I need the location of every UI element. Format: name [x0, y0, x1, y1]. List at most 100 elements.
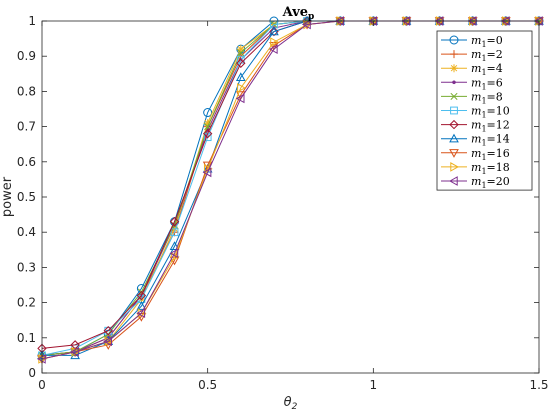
legend-swatch-marker	[450, 50, 458, 59]
legend-item-m1=12: m1=12	[441, 119, 510, 134]
x-axis-label: θ2	[284, 395, 298, 412]
legend-label-val: =4	[487, 62, 503, 75]
legend-label-var: m	[471, 105, 481, 118]
legend-label-val: =10	[487, 105, 510, 118]
legend-label-var: m	[471, 76, 481, 89]
data-point-m1=18-7	[270, 37, 279, 47]
legend-label-sub: 1	[481, 125, 486, 134]
legend-label: m1=18	[471, 161, 510, 176]
legend-item-m1=8: m1=8	[441, 90, 503, 105]
y-tick-label: 0.4	[17, 225, 36, 239]
legend-label-var: m	[471, 133, 481, 146]
legend-label-val: =8	[487, 90, 503, 103]
legend-swatch-marker	[450, 106, 458, 115]
data-point-m1=12-5	[202, 128, 213, 139]
legend-label-sub: 1	[481, 139, 486, 148]
data-point-m1=20-2	[103, 336, 112, 347]
legend-swatch-marker	[452, 80, 456, 85]
legend-label-var: m	[471, 119, 481, 132]
y-tick-label: 0.2	[17, 296, 36, 310]
legend-swatch-marker	[449, 133, 459, 143]
legend-label: m1=6	[471, 76, 503, 91]
y-tick-label: 0	[28, 366, 36, 380]
legend-label: m1=14	[471, 133, 510, 148]
chart-title-subscript: p	[308, 12, 314, 22]
data-point-m1=4-5	[203, 119, 212, 128]
y-tick-label: 0.3	[17, 260, 36, 274]
data-point-m1=12-2	[103, 326, 113, 336]
legend-label-val: =14	[487, 133, 510, 146]
legend-label-var: m	[471, 34, 481, 47]
legend-label: m1=4	[471, 62, 503, 77]
legend-label-sub: 1	[481, 167, 486, 176]
x-tick-label: 0.5	[198, 378, 217, 392]
legend-label: m1=12	[471, 119, 510, 134]
data-point-m1=14-6	[235, 72, 246, 82]
y-tick-label: 1	[28, 14, 36, 28]
data-point-m1=12-6	[236, 58, 246, 68]
legend-item-m1=20: m1=20	[441, 175, 510, 190]
legend-item-m1=10: m1=10	[441, 105, 510, 120]
legend-label-sub: 1	[481, 54, 486, 63]
legend-swatch-marker	[450, 64, 458, 73]
legend-item-m1=4: m1=4	[441, 62, 503, 77]
data-point-m1=20-8	[302, 19, 311, 30]
legend-label-val: =2	[487, 48, 503, 61]
legend-label: m1=20	[471, 175, 510, 190]
y-tick-label: 0.6	[17, 155, 36, 169]
legend-label-var: m	[471, 48, 481, 61]
data-point-m1=20-5	[202, 167, 212, 178]
legend-item-m1=0: m1=0	[441, 34, 503, 49]
data-point-m1=20-7	[268, 44, 278, 55]
legend-swatch-marker	[449, 119, 459, 130]
legend-label: m1=8	[471, 90, 503, 105]
legend-label-sub: 1	[481, 181, 486, 190]
data-point-m1=20-3	[136, 308, 146, 319]
legend-label-val: =16	[487, 147, 510, 160]
legend-label-sub: 1	[481, 96, 486, 105]
data-point-m1=8-6	[237, 49, 245, 57]
legend-swatch-marker	[450, 92, 458, 100]
data-point-m1=18-6	[237, 83, 246, 93]
legend-label-var: m	[471, 175, 481, 188]
legend-label-val: =20	[487, 175, 510, 188]
y-tick-label: 0.5	[17, 190, 36, 204]
data-point-m1=18-4	[170, 251, 180, 262]
legend-label-var: m	[471, 161, 481, 174]
legend-swatch-marker	[450, 162, 460, 172]
legend-swatch-marker	[449, 149, 459, 158]
y-tick-label: 0.1	[17, 331, 36, 345]
legend-item-m1=14: m1=14	[441, 133, 510, 148]
y-tick-label: 0.8	[17, 84, 36, 98]
y-tick-label: 0.7	[17, 120, 36, 134]
y-tick-label: 0.9	[17, 49, 36, 63]
legend-item-m1=16: m1=16	[441, 147, 510, 162]
data-point-m1=10-4	[170, 228, 179, 237]
legend-label-sub: 1	[481, 111, 486, 120]
legend-swatch-marker	[449, 35, 459, 45]
chart-title-main: Ave	[282, 5, 308, 20]
legend-label-sub: 1	[481, 68, 486, 77]
legend-swatch-marker	[448, 176, 458, 186]
axes-layer: 0 0.5 1 1.5 0 0.1 0.2 0.3 0.4 0.5 0.6 0.7 0.8 0.9 1	[17, 14, 549, 392]
legend-label-var: m	[471, 147, 481, 160]
legend-label-sub: 1	[481, 82, 486, 91]
legend-label-val: =0	[487, 34, 503, 47]
legend-label: m1=0	[471, 34, 503, 49]
data-point-m1=0-5	[203, 108, 213, 118]
legend-item-m1=6: m1=6	[441, 76, 503, 91]
legend-label: m1=16	[471, 147, 510, 162]
legend-label: m1=10	[471, 105, 510, 120]
legend-label-var: m	[471, 62, 481, 75]
data-point-m1=20-4	[169, 248, 179, 259]
legend-label-var: m	[471, 90, 481, 103]
legend-label-val: =6	[487, 76, 503, 89]
x-axis-label-main: θ	[284, 395, 292, 410]
legend-label-sub: 1	[481, 40, 486, 49]
legend-label-val: =18	[487, 161, 510, 174]
data-point-m1=14-3	[136, 301, 147, 310]
data-point-m1=4-6	[236, 45, 245, 54]
data-point-m1=20-6	[235, 93, 245, 104]
data-point-m1=12-3	[136, 290, 147, 301]
